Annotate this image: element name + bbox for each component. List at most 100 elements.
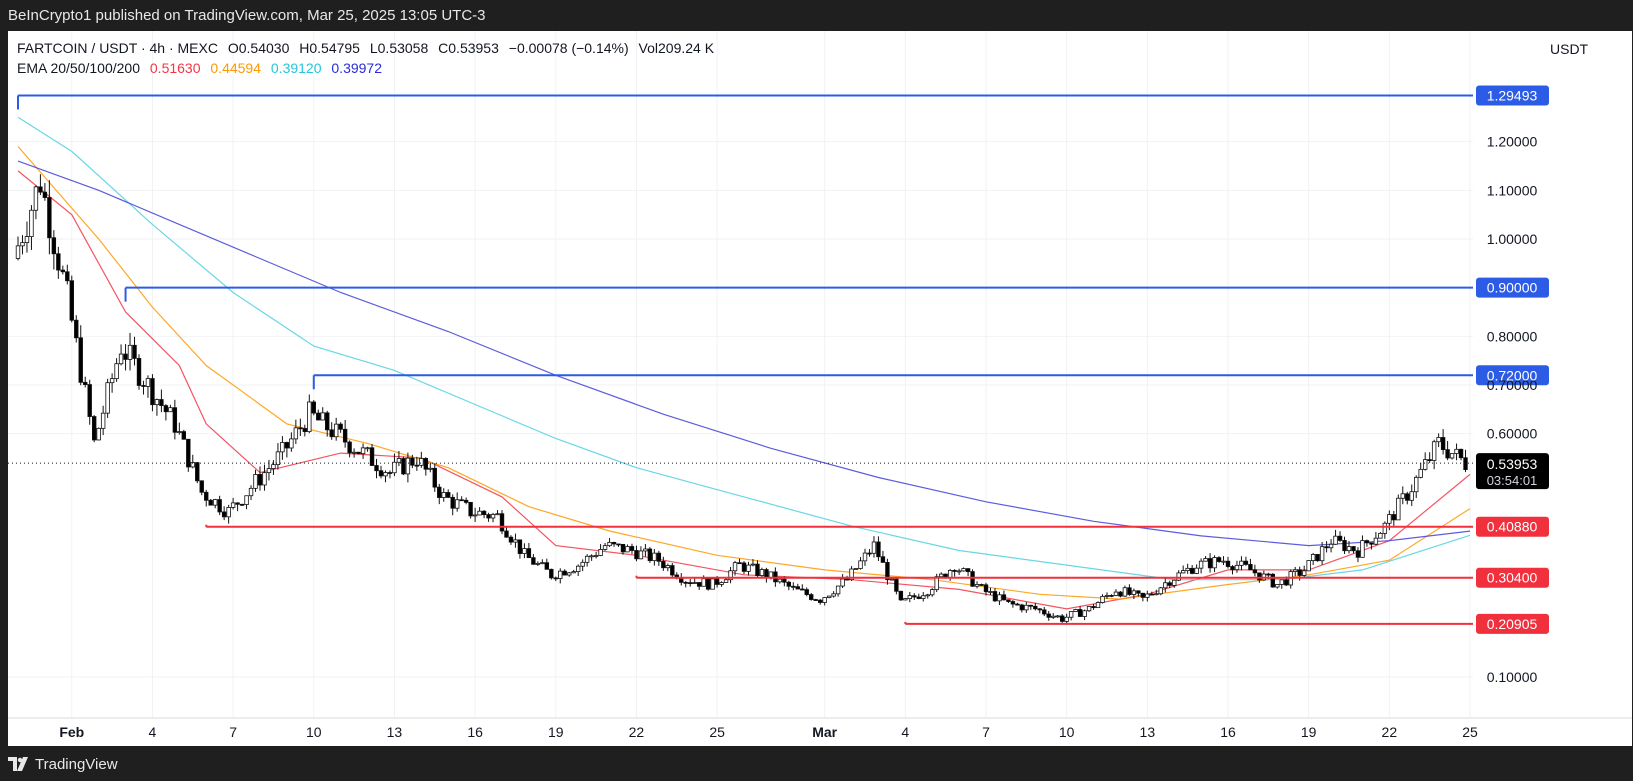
candle (1342, 540, 1347, 552)
candle (755, 563, 760, 576)
candle (29, 209, 34, 237)
candle (1104, 595, 1110, 597)
last-price-tag (1476, 453, 1549, 490)
candle (490, 514, 496, 519)
y-tick-label: 0.10000 (1487, 669, 1538, 685)
candle (746, 564, 751, 572)
candle (1158, 587, 1163, 595)
candle (217, 499, 222, 513)
candle (226, 507, 231, 518)
tradingview-brand[interactable]: TradingView (35, 756, 118, 773)
candle (432, 467, 437, 488)
candle (540, 562, 545, 565)
candle (907, 595, 913, 599)
candle (65, 271, 70, 282)
candle (679, 577, 684, 583)
candle (1378, 532, 1383, 539)
candle (1113, 591, 1119, 596)
candle (638, 550, 644, 560)
candle (1301, 570, 1307, 576)
y-tick-label: 1.10000 (1487, 182, 1538, 198)
candle (486, 514, 491, 519)
candle (1203, 558, 1208, 562)
candle (611, 541, 617, 545)
ema-label[interactable]: EMA 20/50/100/200 (17, 60, 140, 76)
candle (105, 382, 110, 414)
symbol-legend: FARTCOIN / USDT · 4h · MEXC O0.54030 H0.… (17, 40, 720, 56)
candle (670, 565, 675, 576)
x-tick-label: 22 (1382, 724, 1398, 740)
candle (1064, 616, 1069, 622)
candle (369, 447, 375, 466)
candle (867, 552, 872, 555)
candle (997, 594, 1002, 602)
candle (876, 541, 881, 558)
candle (1328, 543, 1334, 549)
candle (132, 344, 137, 359)
candle (1131, 590, 1137, 595)
candle (1445, 449, 1450, 459)
candle (1396, 497, 1401, 521)
candle (1136, 590, 1141, 594)
candle (522, 548, 527, 554)
candle (365, 447, 370, 450)
currency-label[interactable]: USDT (1550, 41, 1589, 57)
candle (553, 577, 558, 580)
candle (244, 495, 249, 505)
candle (544, 562, 550, 570)
price-level-tag (1476, 567, 1549, 588)
candle (741, 562, 747, 572)
x-tick-label: 16 (1220, 724, 1236, 740)
candle (150, 378, 155, 406)
candle (1180, 570, 1186, 574)
x-tick-label: 13 (387, 724, 403, 740)
candle (311, 401, 316, 414)
ema50-value: 0.44594 (210, 60, 261, 76)
candle (1409, 491, 1414, 501)
candle (1355, 550, 1361, 558)
candle (813, 599, 818, 601)
candle (750, 563, 756, 566)
symbol-label[interactable]: FARTCOIN / USDT · 4h · MEXC (17, 40, 218, 56)
candle (1400, 493, 1405, 499)
open-value: O0.54030 (227, 40, 290, 56)
candle (1422, 459, 1428, 470)
candle (257, 474, 263, 486)
ema200-line (17, 160, 1471, 547)
candle (1463, 457, 1468, 470)
candle (598, 549, 603, 556)
candle (988, 591, 993, 593)
candle (1337, 535, 1343, 541)
candle (970, 571, 975, 587)
candle (1185, 567, 1190, 572)
candle (1015, 603, 1020, 606)
x-tick-label: 4 (149, 724, 157, 740)
candle (392, 461, 397, 474)
candle (266, 468, 272, 474)
candle (705, 578, 711, 590)
candle (558, 570, 563, 579)
candle (199, 480, 204, 493)
price-level-tag (1476, 277, 1549, 298)
candle (1167, 582, 1172, 586)
candle (804, 589, 809, 595)
price-level-label: 0.20905 (1487, 616, 1538, 632)
candle (1454, 448, 1459, 454)
candle (172, 407, 178, 433)
candle (647, 548, 653, 562)
candle (1122, 587, 1128, 597)
candle (114, 363, 119, 380)
price-chart[interactable]: 1.29493 0.90000 0.72000 0.40880 0.30400 0.209… (8, 31, 1632, 746)
candle (791, 585, 796, 588)
candle (634, 550, 639, 560)
candle (616, 543, 621, 546)
candle (1028, 604, 1034, 607)
candle (69, 280, 74, 321)
candle (136, 358, 142, 386)
candle (1297, 569, 1302, 576)
candle (665, 565, 671, 569)
candle (723, 579, 729, 583)
candle (643, 548, 648, 552)
candle (916, 596, 921, 599)
candle (1369, 542, 1374, 545)
